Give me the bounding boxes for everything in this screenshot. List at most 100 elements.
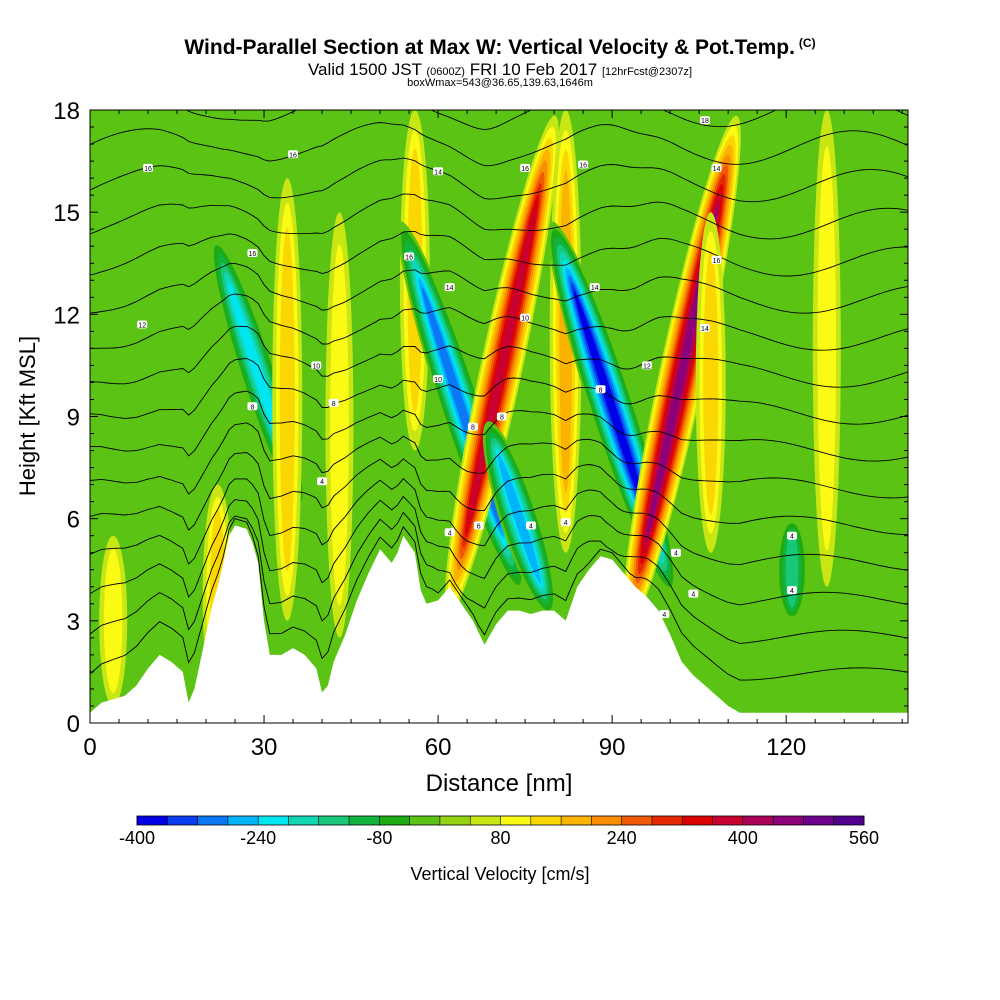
theta-label-text: 12 [643, 363, 651, 370]
theta-label: 14 [699, 323, 710, 333]
theta-label: 6 [473, 521, 484, 530]
velocity-cell [497, 454, 541, 584]
theta-label-text: 16 [579, 162, 587, 169]
theta-label-text: 16 [713, 258, 721, 265]
terrain-mask [90, 525, 908, 723]
chart-title: Wind-Parallel Section at Max W: Vertical… [184, 36, 816, 59]
x-tick-label: 60 [425, 734, 452, 761]
velocity-cell [330, 244, 349, 606]
y-tick-label: 3 [67, 609, 80, 636]
y-tick-label: 18 [53, 98, 80, 125]
theta-contour [90, 478, 908, 571]
theta-label-text: 14 [713, 166, 721, 173]
colorbar-swatch [439, 816, 471, 825]
theta-label: 16 [711, 255, 722, 265]
velocity-cell [703, 250, 719, 515]
theta-label-text: 4 [790, 534, 794, 541]
theta-contour [90, 495, 908, 606]
theta-label: 4 [659, 610, 670, 619]
y-tick-label: 6 [67, 507, 80, 534]
theta-label-text: 16 [144, 166, 152, 173]
colorbar-swatch [742, 816, 774, 825]
x-axis: 0 30 60 90 120 [83, 110, 903, 761]
theta-label-text: 8 [332, 401, 336, 408]
theta-contour [90, 511, 908, 644]
theta-label-text: 8 [500, 415, 504, 422]
y-axis-label: Height [Kft MSL] [15, 336, 40, 496]
theta-contour [90, 262, 908, 314]
theta-label: 12 [641, 361, 652, 370]
theta-label: 4 [525, 521, 536, 530]
theta-label: 10 [311, 361, 322, 370]
theta-label: 4 [317, 477, 328, 486]
theta-label-text: 8 [599, 387, 603, 394]
theta-contour [90, 122, 908, 167]
theta-contour [185, 110, 908, 131]
theta-contour [90, 193, 908, 240]
colorbar-swatch [682, 816, 714, 825]
theta-label: 4 [688, 589, 699, 599]
theta-label: 16 [404, 252, 415, 261]
colorbar-swatch [318, 816, 350, 825]
theta-label: 14 [589, 283, 600, 292]
theta-contours [90, 110, 908, 681]
x-tick-label: 0 [83, 734, 96, 761]
theta-contour [90, 422, 908, 499]
colorbar-swatch [470, 816, 501, 825]
theta-label-text: 4 [320, 479, 324, 486]
theta-contour [90, 452, 908, 536]
colorbar-swatch [258, 816, 289, 825]
theta-contour [90, 230, 908, 277]
theta-label: 4 [786, 586, 797, 595]
theta-label: 10 [520, 313, 531, 323]
colorbar-swatch [137, 816, 168, 825]
y-axis: 0 3 6 9 12 15 18 [53, 98, 908, 738]
theta-label-text: 4 [662, 612, 666, 619]
colorbar-tick-label: 240 [607, 828, 637, 848]
colorbar-swatch [197, 816, 229, 825]
chart-subtitle: Valid 1500 JST (0600Z) FRI 10 Feb 2017 [… [307, 60, 693, 79]
velocity-cell [573, 290, 651, 526]
theta-label: 16 [288, 150, 299, 159]
theta-label: 8 [467, 422, 478, 432]
theta-label-text: 10 [312, 363, 320, 370]
theta-label: 8 [328, 398, 339, 408]
colorbar-tick-label: -80 [366, 828, 392, 848]
theta-label: 18 [699, 116, 710, 125]
theta-label-text: 16 [249, 251, 257, 258]
colorbar-swatch [651, 816, 683, 825]
theta-label-text: 4 [448, 530, 452, 537]
theta-label: 4 [560, 518, 571, 527]
theta-contour [90, 293, 908, 351]
theta-label-text: 14 [434, 169, 442, 176]
theta-label: 14 [711, 163, 722, 173]
theta-label-text: 18 [701, 118, 709, 125]
theta-label-text: 10 [434, 377, 442, 384]
theta-label-text: 4 [674, 551, 678, 558]
colorbar-swatch [833, 816, 865, 825]
y-tick-label: 9 [67, 405, 80, 432]
theta-label: 16 [143, 163, 154, 173]
theta-label: 4 [444, 528, 455, 537]
x-tick-label: 120 [766, 734, 806, 761]
theta-label-text: 4 [529, 523, 533, 530]
colorbar-swatch [167, 816, 199, 825]
theta-label-text: 4 [691, 592, 695, 599]
colorbar-swatch [409, 816, 441, 825]
colorbar-tick-label: -400 [119, 828, 155, 848]
y-tick-label: 15 [53, 200, 80, 227]
colorbar-swatch [500, 816, 532, 825]
theta-label-text: 4 [790, 588, 794, 595]
theta-label: 16 [578, 160, 589, 169]
theta-label-text: 4 [564, 520, 568, 527]
theta-contour [90, 157, 908, 203]
plot-area: 16 16 14 16 16 18 14 16 16 14 14 16 12 10 14 10 10 12 8 8 8 8… [90, 110, 908, 723]
theta-label: 8 [496, 412, 507, 422]
theta-contour [90, 518, 908, 681]
colorbar-swatch [561, 816, 592, 825]
theta-label: 14 [433, 167, 444, 176]
theta-label-text: 16 [405, 254, 413, 261]
theta-labels: 16 16 14 16 16 18 14 16 16 14 14 16 12 10 14 10 10 12 8 8 8 8… [137, 116, 797, 619]
theta-label-text: 6 [477, 523, 481, 530]
